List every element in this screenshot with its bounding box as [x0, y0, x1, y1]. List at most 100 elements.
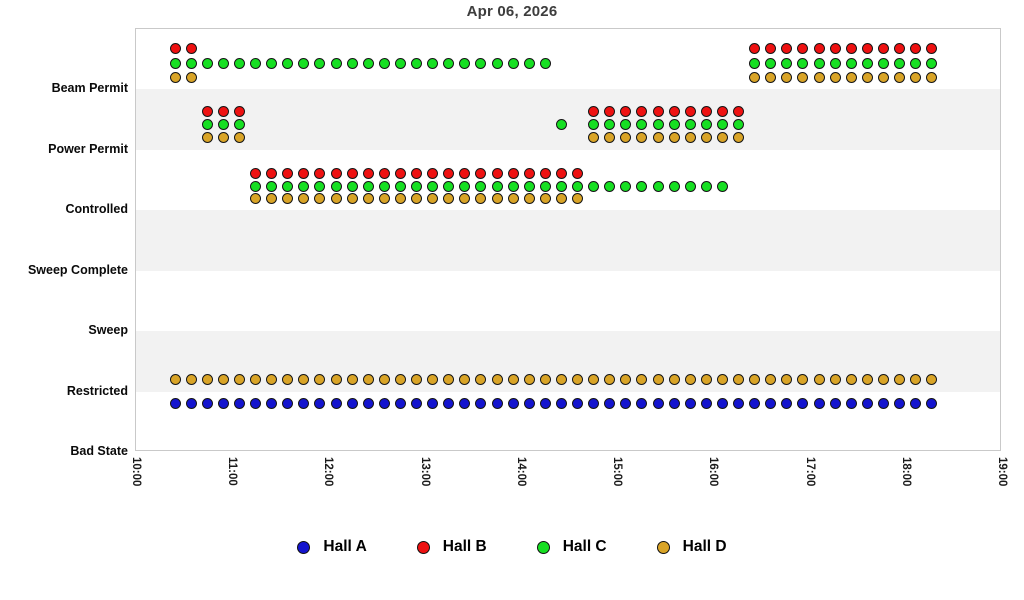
data-dot-hall-d-power-permit	[217, 131, 229, 143]
data-dot-hall-a-restricted	[475, 397, 487, 409]
data-dot-hall-a-restricted	[443, 397, 455, 409]
data-dot-hall-d-power-permit	[716, 131, 728, 143]
data-dot-hall-d-restricted	[411, 373, 422, 385]
data-dot-hall-d-restricted	[298, 373, 310, 385]
data-dot-hall-a-restricted	[845, 397, 857, 409]
data-dot-hall-a-restricted	[555, 397, 567, 409]
data-dot-hall-c-power-permit	[555, 118, 567, 130]
data-dot-hall-b-controlled	[362, 167, 374, 179]
legend-item-hall-a: Hall A	[297, 538, 367, 556]
data-dot-hall-b-power-permit	[733, 105, 744, 117]
data-dot-hall-b-controlled	[346, 167, 358, 179]
data-dot-hall-d-restricted	[217, 373, 229, 385]
data-dot-hall-c-beam-permit	[523, 57, 535, 69]
data-dot-hall-d-restricted	[233, 373, 245, 385]
data-dot-hall-a-restricted	[733, 397, 744, 409]
data-dot-hall-d-restricted	[620, 373, 632, 385]
data-dot-hall-c-beam-permit	[797, 57, 809, 69]
data-dot-hall-c-beam-permit	[443, 57, 455, 69]
data-dot-hall-a-restricted	[572, 397, 583, 409]
data-dot-hall-a-restricted	[894, 397, 905, 409]
data-dot-hall-d-restricted	[475, 373, 487, 385]
data-dot-hall-a-restricted	[362, 397, 374, 409]
data-dot-hall-c-beam-permit	[394, 57, 406, 69]
data-dot-hall-d-restricted	[861, 373, 873, 385]
data-dot-hall-a-restricted	[636, 397, 648, 409]
data-dot-hall-a-restricted	[926, 397, 938, 409]
data-dot-hall-d-restricted	[185, 373, 197, 385]
data-dot-hall-c-controlled	[362, 180, 374, 192]
data-dot-hall-d-power-permit	[620, 131, 632, 143]
data-dot-hall-b-beam-permit	[894, 42, 905, 54]
data-dot-hall-b-controlled	[282, 167, 294, 179]
data-dot-hall-c-power-permit	[700, 118, 712, 130]
data-dot-hall-c-controlled	[716, 180, 728, 192]
data-dot-hall-d-restricted	[266, 373, 278, 385]
data-dot-hall-d-power-permit	[604, 131, 616, 143]
data-dot-hall-d-restricted	[588, 373, 600, 385]
data-dot-hall-c-controlled	[394, 180, 406, 192]
data-dot-hall-b-power-permit	[636, 105, 648, 117]
data-dot-hall-b-beam-permit	[749, 42, 761, 54]
y-axis-label-controlled: Controlled	[65, 202, 129, 217]
data-dot-hall-b-power-permit	[668, 105, 680, 117]
x-axis-tick-label-1400: 14:00	[514, 457, 527, 487]
data-dot-hall-c-controlled	[475, 180, 487, 192]
data-dot-hall-c-beam-permit	[411, 57, 422, 69]
x-axis-tick-label-1900: 19:00	[996, 457, 1008, 487]
data-dot-hall-a-restricted	[250, 397, 261, 409]
data-dot-hall-c-controlled	[427, 180, 439, 192]
data-dot-hall-c-beam-permit	[877, 57, 889, 69]
data-dot-hall-d-power-permit	[233, 131, 245, 143]
data-dot-hall-c-power-permit	[684, 118, 696, 130]
data-dot-hall-d-power-permit	[201, 131, 213, 143]
data-dot-hall-b-power-permit	[716, 105, 728, 117]
data-dot-hall-c-power-permit	[733, 118, 744, 130]
data-dot-hall-b-controlled	[330, 167, 342, 179]
data-dot-hall-b-controlled	[523, 167, 535, 179]
data-dot-hall-d-restricted	[813, 373, 825, 385]
legend-swatch-hall-d	[656, 540, 670, 554]
data-dot-hall-d-power-permit	[733, 131, 744, 143]
data-dot-hall-c-power-permit	[716, 118, 728, 130]
data-dot-hall-b-controlled	[427, 167, 439, 179]
data-dot-hall-c-beam-permit	[362, 57, 374, 69]
data-dot-hall-b-controlled	[250, 167, 261, 179]
data-dot-hall-d-beam-permit	[185, 71, 197, 83]
data-dot-hall-c-beam-permit	[539, 57, 551, 69]
data-dot-hall-d-restricted	[604, 373, 616, 385]
data-dot-hall-d-restricted	[572, 373, 583, 385]
data-dot-hall-a-restricted	[910, 397, 922, 409]
data-dot-hall-b-beam-permit	[781, 42, 793, 54]
legend-label: Hall A	[323, 538, 367, 555]
legend-swatch-hall-c	[536, 540, 550, 554]
data-dot-hall-d-controlled	[475, 192, 487, 204]
data-dot-hall-d-controlled	[266, 192, 278, 204]
data-dot-hall-d-controlled	[491, 192, 503, 204]
data-dot-hall-b-power-permit	[233, 105, 245, 117]
data-dot-hall-c-controlled	[636, 180, 648, 192]
data-dot-hall-a-restricted	[314, 397, 326, 409]
data-dot-hall-a-restricted	[491, 397, 503, 409]
data-dot-hall-d-beam-permit	[926, 71, 938, 83]
x-axis-tick-label-1300: 13:00	[418, 457, 431, 487]
data-dot-hall-d-restricted	[781, 373, 793, 385]
data-dot-hall-d-beam-permit	[845, 71, 857, 83]
data-dot-hall-d-restricted	[507, 373, 519, 385]
data-dot-hall-d-controlled	[572, 192, 583, 204]
x-axis-tick-label-1100: 11:00	[226, 457, 239, 486]
data-dot-hall-c-controlled	[314, 180, 326, 192]
data-dot-hall-b-controlled	[459, 167, 471, 179]
data-dot-hall-c-controlled	[555, 180, 567, 192]
data-dot-hall-b-controlled	[539, 167, 551, 179]
data-dot-hall-c-controlled	[266, 180, 278, 192]
data-dot-hall-d-controlled	[378, 192, 390, 204]
data-dot-hall-d-restricted	[443, 373, 455, 385]
legend-swatch-hall-a	[297, 540, 311, 554]
data-dot-hall-a-restricted	[588, 397, 600, 409]
data-dot-hall-a-restricted	[217, 397, 229, 409]
data-dot-hall-d-controlled	[507, 192, 519, 204]
data-dot-hall-c-controlled	[378, 180, 390, 192]
data-dot-hall-b-controlled	[491, 167, 503, 179]
data-dot-hall-d-restricted	[523, 373, 535, 385]
